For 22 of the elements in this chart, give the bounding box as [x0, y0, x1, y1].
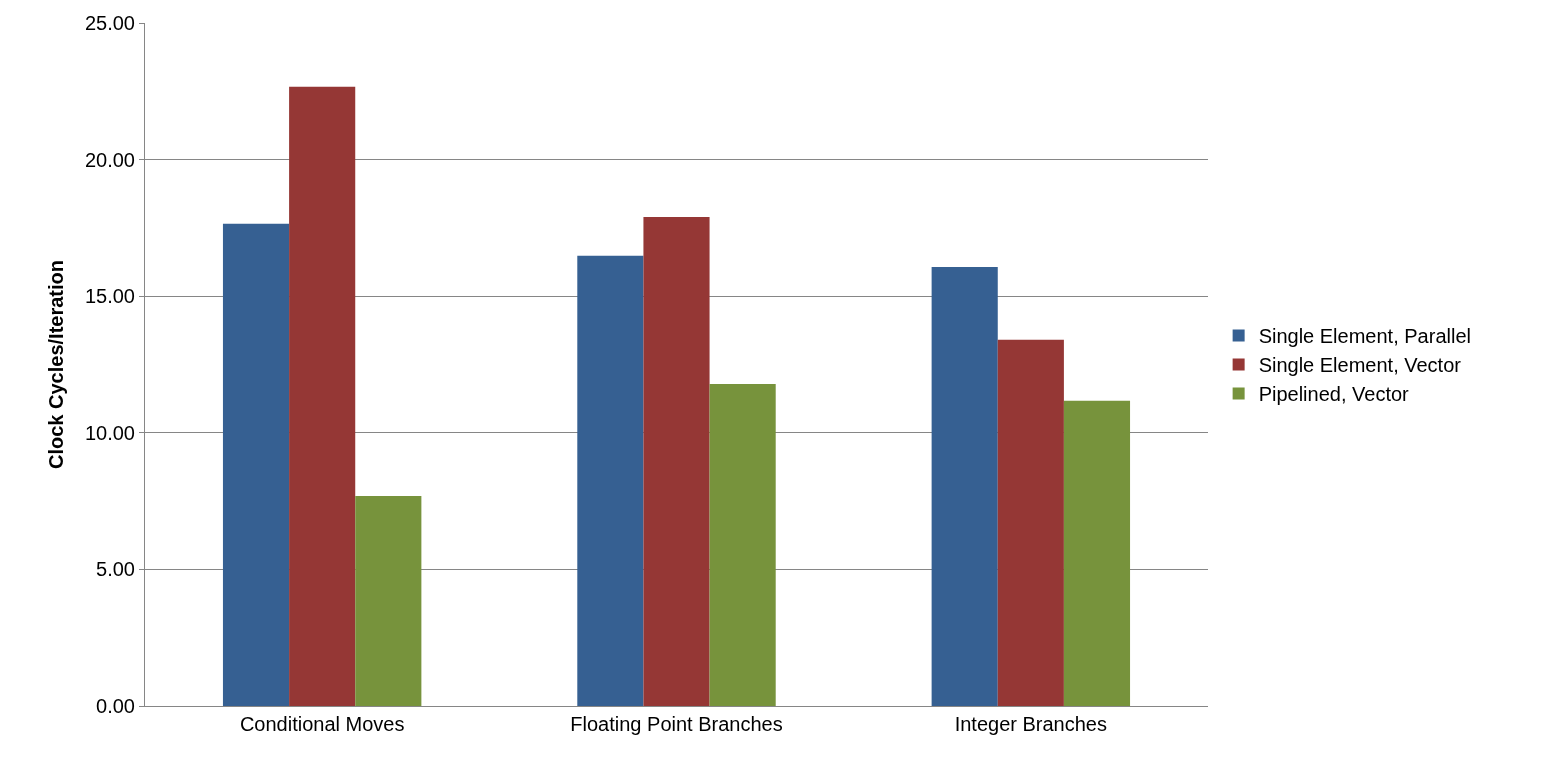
y-tick-label: 10.00 — [84, 421, 135, 444]
bar — [931, 266, 998, 706]
x-tick-label: Conditional Moves — [239, 713, 405, 735]
bar — [1063, 400, 1131, 706]
y-tick-label: 15.00 — [84, 285, 135, 308]
x-tick-label: Floating Point Branches — [570, 713, 783, 735]
bar — [709, 383, 776, 706]
y-tick-label: 25.00 — [84, 12, 135, 34]
y-axis-title: Clock Cycles/Iteration — [45, 260, 68, 469]
legend-label: Single Element, Parallel — [1258, 325, 1471, 348]
bar — [643, 216, 710, 706]
bar — [997, 339, 1064, 706]
y-tick-label: 0.00 — [96, 695, 135, 717]
y-tick-label: 5.00 — [96, 558, 135, 581]
bar — [222, 223, 290, 706]
legend-label: Pipelined, Vector — [1258, 383, 1410, 406]
bar — [355, 495, 422, 706]
legend-label: Single Element, Vector — [1258, 354, 1462, 377]
bar — [577, 255, 644, 706]
x-tick-label: Integer Branches — [954, 713, 1107, 735]
bar — [289, 86, 356, 706]
y-tick-label: 20.00 — [84, 148, 135, 171]
